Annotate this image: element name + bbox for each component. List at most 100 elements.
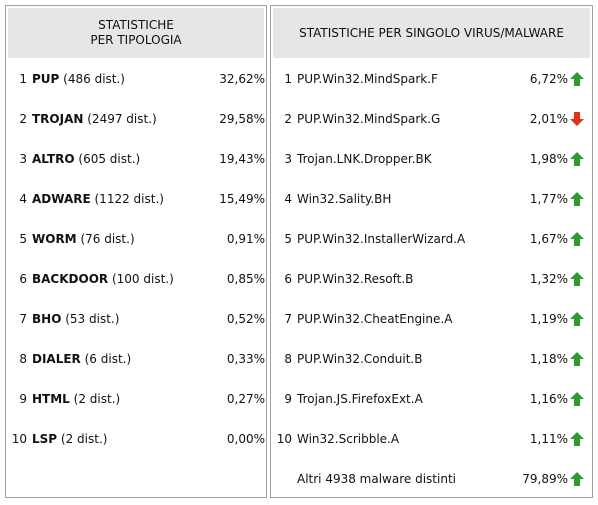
type-detail: (2497 dist.) — [87, 112, 157, 126]
rank: 3 — [19, 152, 27, 166]
malware-name: PUP.Win32.MindSpark.G — [297, 112, 441, 126]
malware-name: PUP.Win32.Resoft.B — [297, 272, 414, 286]
rank: 10 — [276, 432, 292, 446]
percent: 29,58% — [219, 112, 265, 126]
malware-name: Trojan.LNK.Dropper.BK — [297, 152, 432, 166]
trend-arrow — [570, 392, 584, 406]
type-name: LSP (2 dist.) — [32, 431, 107, 447]
percent: 2,01% — [529, 112, 568, 126]
type-label: ALTRO — [32, 152, 75, 166]
type-name: BACKDOOR (100 dist.) — [32, 271, 174, 287]
trend-arrow — [570, 232, 584, 246]
rank: 6 — [284, 272, 292, 286]
type-name: DIALER (6 dist.) — [32, 351, 131, 367]
percent: 79,89% — [522, 472, 568, 486]
percent: 0,52% — [226, 312, 265, 326]
malware-name: Trojan.JS.FirefoxExt.A — [297, 392, 423, 406]
type-label: TROJAN — [32, 112, 84, 126]
trend-arrow — [570, 472, 584, 486]
percent: 1,77% — [529, 192, 568, 206]
percent: 0,85% — [226, 272, 265, 286]
percent: 15,49% — [219, 192, 265, 206]
type-detail: (6 dist.) — [84, 352, 132, 366]
percent: 0,00% — [226, 432, 265, 446]
type-detail: (2 dist.) — [60, 432, 108, 446]
header-title: PER TIPOLOGIA — [90, 33, 182, 47]
percent: 1,18% — [529, 352, 568, 366]
header-title: STATISTICHE PER SINGOLO VIRUS/MALWARE — [299, 25, 564, 40]
type-detail: (100 dist.) — [111, 272, 174, 286]
percent: 1,98% — [529, 152, 568, 166]
percent: 1,11% — [529, 432, 568, 446]
rank: 8 — [284, 352, 292, 366]
type-label: BHO — [32, 312, 62, 326]
rank: 3 — [284, 152, 292, 166]
type-detail: (76 dist.) — [80, 232, 135, 246]
type-panel: STATISTICHE PER TIPOLOGIA 1 PUP (486 dist.… — [5, 5, 267, 498]
percent: 32,62% — [219, 72, 265, 86]
panel-header: STATISTICHE PER SINGOLO VIRUS/MALWARE — [273, 8, 590, 58]
rank: 1 — [19, 72, 27, 86]
percent: 0,33% — [226, 352, 265, 366]
type-name: ADWARE (1122 dist.) — [32, 191, 164, 207]
rank: 5 — [284, 232, 292, 246]
percent: 1,19% — [529, 312, 568, 326]
rank: 8 — [19, 352, 27, 366]
percent: 1,32% — [529, 272, 568, 286]
trend-arrow — [570, 112, 584, 126]
type-name: WORM (76 dist.) — [32, 231, 135, 247]
malware-name: Win32.Scribble.A — [297, 432, 400, 446]
percent: 1,67% — [529, 232, 568, 246]
type-label: WORM — [32, 232, 77, 246]
panel-header: STATISTICHE PER TIPOLOGIA — [8, 8, 264, 58]
type-label: DIALER — [32, 352, 81, 366]
type-name: PUP (486 dist.) — [32, 71, 125, 87]
trend-arrow — [570, 72, 584, 86]
other-label: Altri 4938 malware distinti — [297, 472, 456, 486]
percent: 0,27% — [226, 392, 265, 406]
rank: 10 — [11, 432, 27, 446]
type-label: PUP — [32, 72, 60, 86]
trend-arrow — [570, 352, 584, 366]
rank: 5 — [19, 232, 27, 246]
type-detail: (486 dist.) — [63, 72, 125, 86]
rank: 4 — [19, 192, 27, 206]
type-name: BHO (53 dist.) — [32, 311, 119, 327]
type-detail: (2 dist.) — [73, 392, 121, 406]
rank: 9 — [19, 392, 27, 406]
percent: 1,16% — [529, 392, 568, 406]
percent: 0,91% — [226, 232, 265, 246]
type-detail: (1122 dist.) — [94, 192, 164, 206]
rank: 6 — [19, 272, 27, 286]
rank: 4 — [284, 192, 292, 206]
type-name: ALTRO (605 dist.) — [32, 151, 140, 167]
type-detail: (53 dist.) — [65, 312, 120, 326]
rank: 2 — [19, 112, 27, 126]
type-detail: (605 dist.) — [78, 152, 141, 166]
type-label: HTML — [32, 392, 70, 406]
rank: 2 — [284, 112, 292, 126]
type-label: BACKDOOR — [32, 272, 109, 286]
trend-arrow — [570, 192, 584, 206]
malware-name: Win32.Sality.BH — [297, 192, 392, 206]
malware-name: PUP.Win32.Conduit.B — [297, 352, 423, 366]
header-title: STATISTICHE — [98, 18, 174, 32]
trend-arrow — [570, 272, 584, 286]
malware-name: PUP.Win32.MindSpark.F — [297, 72, 438, 86]
percent: 19,43% — [219, 152, 265, 166]
rank: 9 — [284, 392, 292, 406]
type-label: ADWARE — [32, 192, 91, 206]
malware-name: PUP.Win32.InstallerWizard.A — [297, 232, 466, 246]
malware-name: PUP.Win32.CheatEngine.A — [297, 312, 453, 326]
rank: 1 — [284, 72, 292, 86]
trend-arrow — [570, 152, 584, 166]
type-label: LSP — [32, 432, 58, 446]
type-name: HTML (2 dist.) — [32, 391, 120, 407]
trend-arrow — [570, 312, 584, 326]
type-name: TROJAN (2497 dist.) — [32, 111, 157, 127]
percent: 6,72% — [529, 72, 568, 86]
rank: 7 — [19, 312, 27, 326]
trend-arrow — [570, 432, 584, 446]
